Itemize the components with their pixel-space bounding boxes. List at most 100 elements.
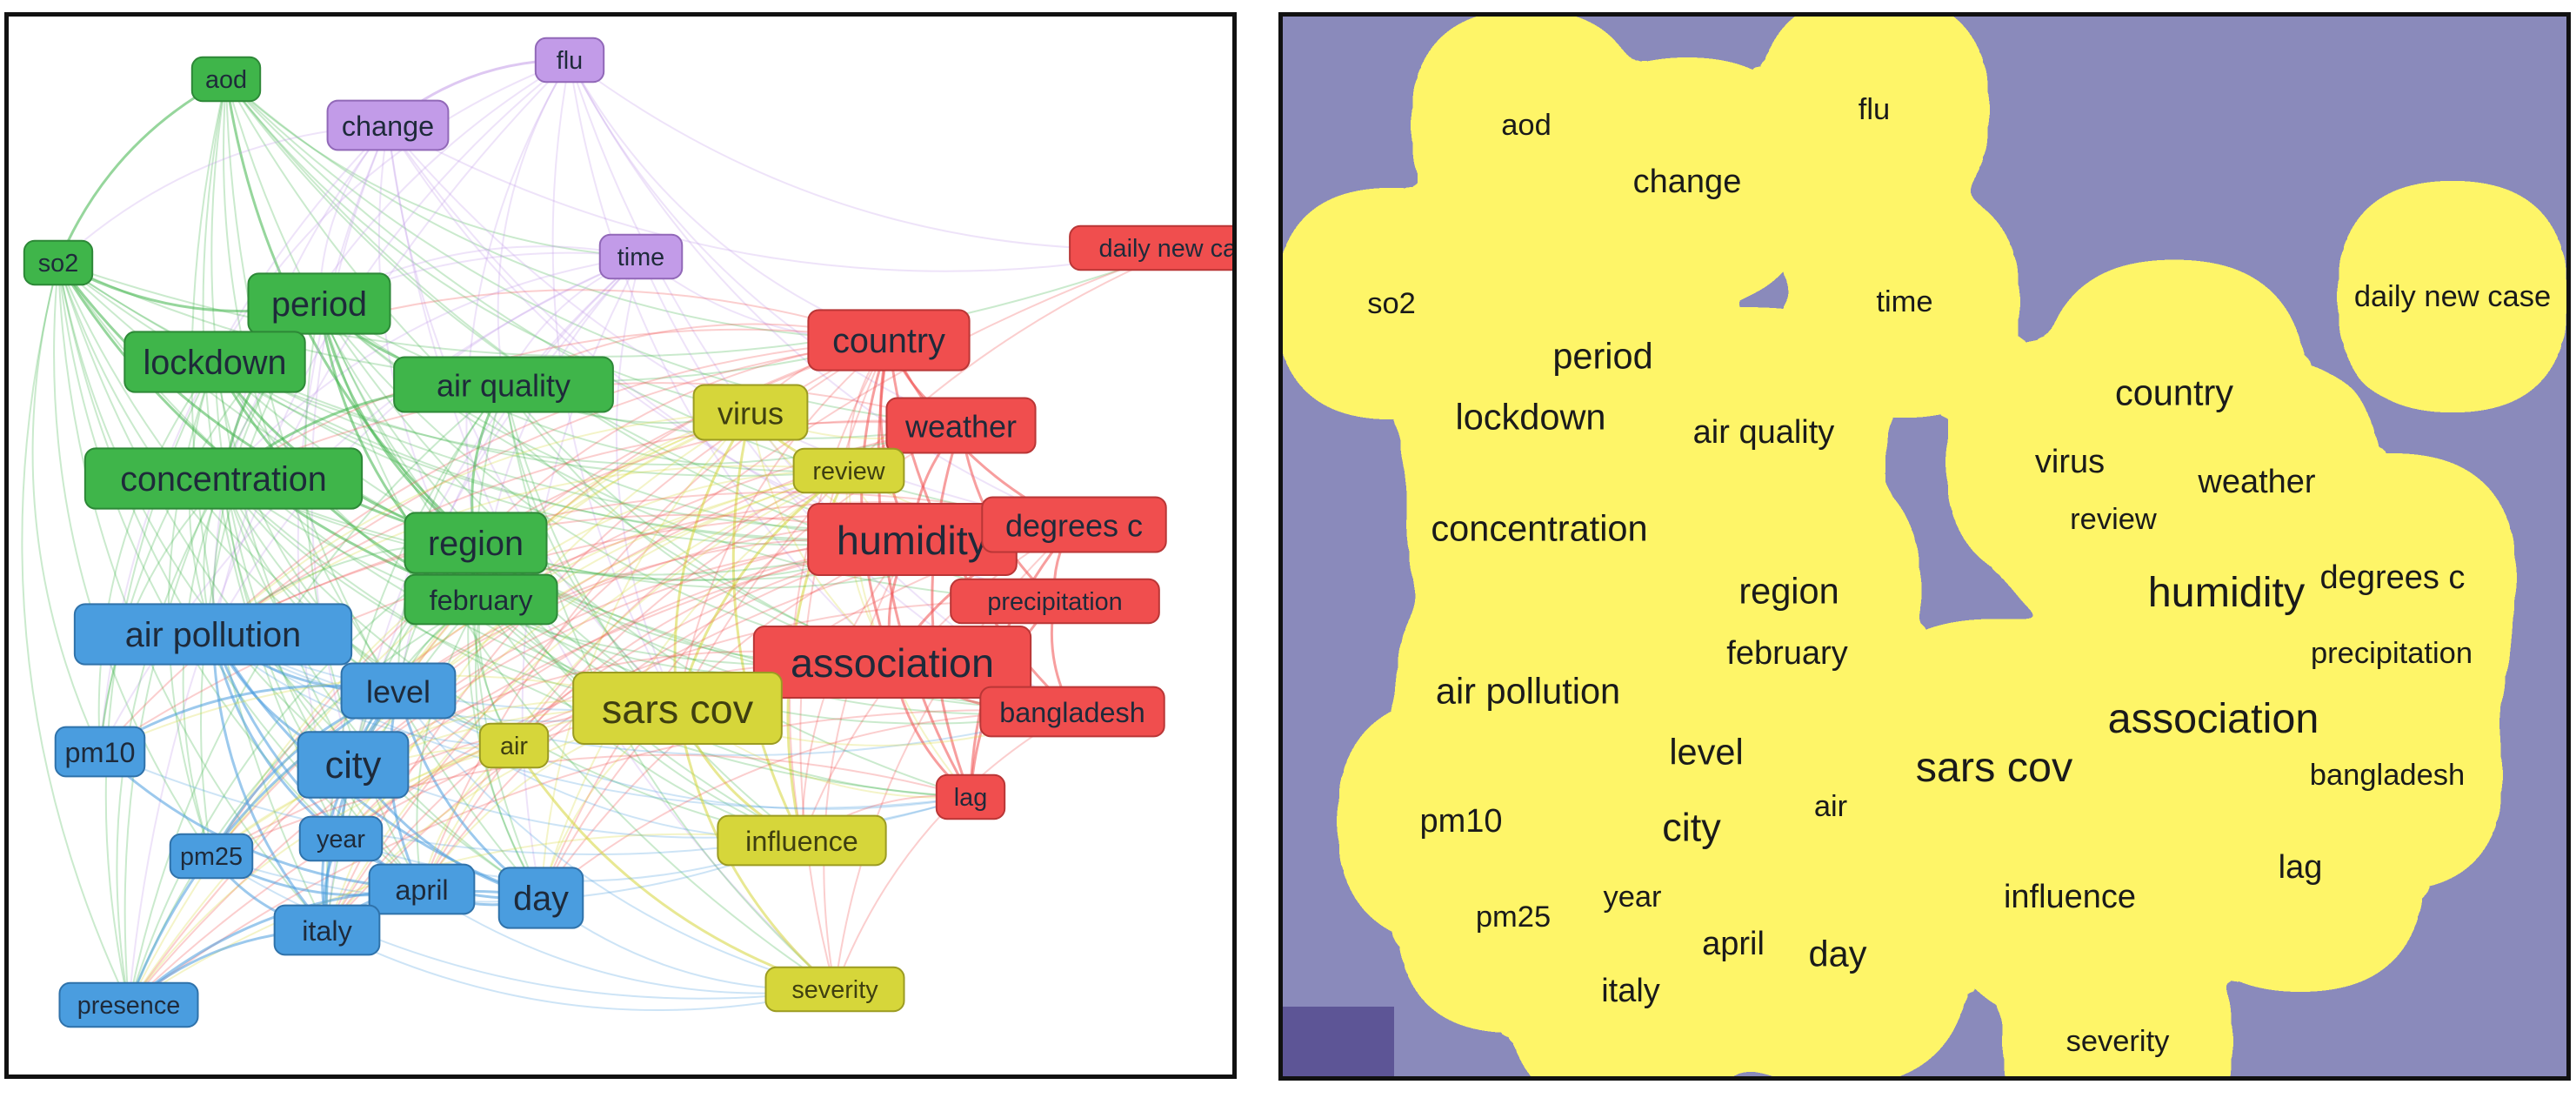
density-label: lockdown — [1455, 397, 1605, 438]
node-aod[interactable]: aod — [190, 56, 262, 103]
node-city[interactable]: city — [297, 731, 410, 799]
density-label: country — [2115, 372, 2233, 413]
node-bangladesh[interactable]: bangladesh — [979, 686, 1165, 738]
node-label: change — [342, 110, 434, 142]
node-review[interactable]: review — [792, 447, 905, 494]
node-concentration[interactable]: concentration — [83, 447, 364, 510]
edge — [569, 59, 1075, 526]
node-box — [273, 904, 381, 956]
density-label: pm10 — [1419, 803, 1502, 840]
node-box — [764, 966, 905, 1013]
node-change[interactable]: change — [326, 99, 450, 151]
node-level[interactable]: level — [340, 662, 457, 720]
node-sars-cov[interactable]: sars cov — [572, 672, 783, 745]
density-map: aod flu change so2 time daily new case period c… — [1283, 17, 2566, 1076]
density-blob — [1681, 892, 1785, 996]
node-box — [247, 272, 391, 335]
node-label: air — [500, 733, 528, 760]
node-country[interactable]: country — [807, 309, 971, 372]
density-label: weather — [2197, 464, 2316, 500]
edge — [225, 78, 542, 899]
node-april[interactable]: april — [368, 863, 476, 915]
node-label: precipitation — [987, 588, 1122, 616]
edge — [318, 303, 850, 472]
node-degrees-c[interactable]: degrees c — [981, 496, 1167, 553]
edge — [318, 303, 971, 798]
node-so2[interactable]: so2 — [23, 239, 94, 286]
node-air-pollution[interactable]: air pollution — [73, 603, 353, 666]
edge — [21, 262, 130, 1006]
node-virus[interactable]: virus — [692, 384, 809, 441]
density-label: concentration — [1431, 508, 1647, 549]
node-year[interactable]: year — [298, 815, 384, 862]
edge — [212, 339, 890, 635]
density-blob — [1735, 601, 1839, 706]
node-label: april — [395, 874, 448, 906]
node-humidity[interactable]: humidity — [807, 503, 1018, 576]
node-label: level — [366, 674, 430, 710]
density-label: pm25 — [1476, 900, 1551, 934]
density-label: review — [2070, 503, 2157, 536]
edge — [128, 412, 751, 1006]
edge — [223, 328, 890, 479]
node-time[interactable]: time — [598, 233, 684, 280]
node-pm25[interactable]: pm25 — [169, 833, 254, 880]
density-label: february — [1726, 635, 1847, 672]
edge — [823, 539, 913, 990]
edge — [210, 78, 354, 766]
node-association[interactable]: association — [752, 626, 1032, 699]
edge — [225, 78, 890, 341]
node-lag[interactable]: lag — [935, 773, 1006, 820]
node-region[interactable]: region — [404, 512, 548, 574]
node-influence[interactable]: influence — [717, 814, 887, 867]
density-blob — [1480, 469, 1598, 587]
node-february[interactable]: february — [404, 573, 558, 626]
edge — [190, 78, 328, 931]
edge — [789, 339, 890, 841]
node-label: air pollution — [125, 616, 301, 654]
node-lockdown[interactable]: lockdown — [123, 331, 306, 393]
density-blob — [1921, 694, 2067, 840]
node-period[interactable]: period — [247, 272, 391, 335]
node-label: so2 — [38, 250, 78, 278]
density-label: daily new case — [2354, 280, 2551, 313]
node-daily-new-case[interactable]: daily new case — [1069, 224, 1232, 271]
node-box — [297, 731, 410, 799]
edge — [212, 633, 971, 809]
node-pm10[interactable]: pm10 — [54, 726, 146, 778]
node-box — [23, 239, 94, 286]
edge — [210, 753, 971, 857]
node-air[interactable]: air — [478, 722, 550, 769]
edge — [473, 384, 542, 899]
node-label: aod — [205, 66, 247, 94]
density-blob — [1469, 632, 1587, 750]
edge — [387, 124, 1075, 526]
edge — [340, 599, 1056, 840]
edge — [127, 689, 399, 1006]
node-label: review — [812, 458, 884, 485]
node-precipitation[interactable]: precipitation — [950, 578, 1160, 625]
node-box — [298, 815, 384, 862]
node-label: bangladesh — [999, 697, 1145, 728]
density-label: period — [1552, 336, 1652, 377]
node-label: influence — [745, 826, 858, 857]
edge — [182, 478, 224, 857]
node-severity[interactable]: severity — [764, 966, 905, 1013]
node-air-quality[interactable]: air quality — [393, 356, 614, 413]
edge — [677, 339, 890, 709]
node-box — [572, 672, 783, 745]
density-label: air — [1814, 790, 1847, 823]
density-blob — [2342, 730, 2433, 820]
density-label: italy — [1601, 973, 1660, 1009]
node-italy[interactable]: italy — [273, 904, 381, 956]
node-label: air quality — [437, 368, 571, 404]
node-flu[interactable]: flu — [534, 37, 605, 84]
node-day[interactable]: day — [497, 867, 584, 929]
node-presence[interactable]: presence — [58, 981, 199, 1028]
edge — [53, 262, 212, 857]
edge — [225, 78, 893, 663]
node-weather[interactable]: weather — [885, 397, 1037, 454]
density-blob — [2068, 474, 2159, 565]
node-label: time — [617, 244, 664, 271]
edge — [223, 478, 803, 841]
